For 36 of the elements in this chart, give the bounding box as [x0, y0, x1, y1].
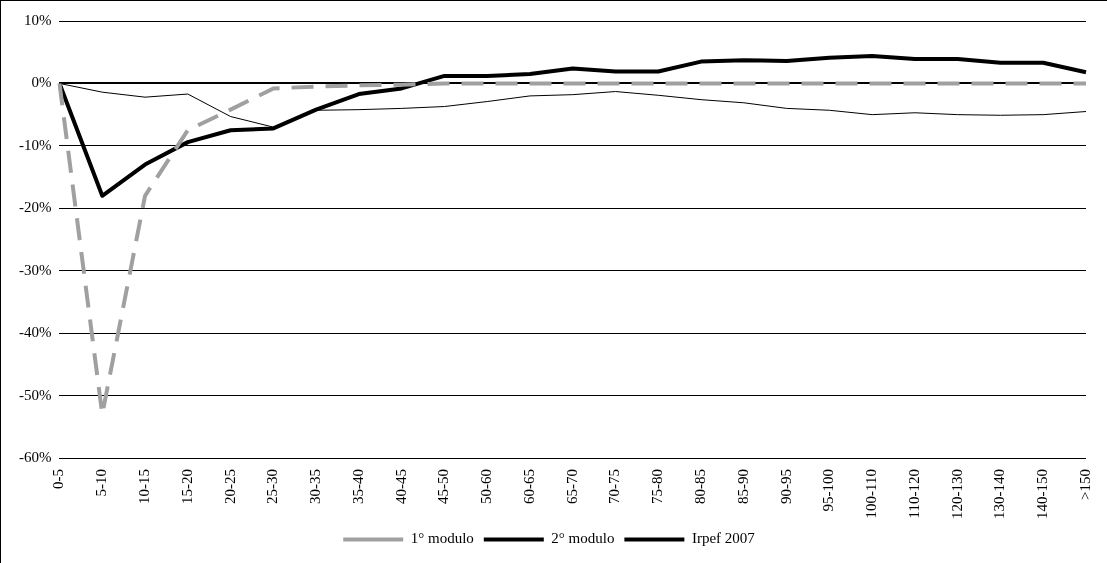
legend-label: 2° modulo [551, 530, 615, 547]
x-tick-label: 35-40 [349, 469, 366, 504]
x-tick-label: 50-60 [478, 469, 495, 504]
legend-label: Irpef 2007 [691, 530, 756, 547]
x-tick-label: 30-35 [307, 469, 324, 504]
x-tick-label: 140-150 [1034, 469, 1051, 519]
y-tick-label: -30% [18, 261, 52, 278]
x-tick-label: 15-20 [178, 469, 195, 504]
x-tick-label: 95-100 [820, 469, 837, 512]
x-tick-label: 25-30 [264, 469, 281, 504]
x-tick-label: 5-10 [93, 469, 110, 497]
x-tick-label: 65-70 [563, 469, 580, 504]
x-tick-label: 110-120 [905, 469, 922, 519]
x-tick-label: 0-5 [50, 469, 67, 489]
x-tick-label: 130-140 [991, 469, 1008, 519]
x-tick-label: 10-15 [135, 469, 152, 504]
y-tick-label: 10% [23, 11, 52, 28]
x-tick-label: 20-25 [221, 469, 238, 504]
y-tick-label: -40% [18, 324, 52, 341]
x-tick-label: 120-130 [948, 469, 965, 519]
x-tick-label: 90-95 [777, 469, 794, 504]
x-tick-label: 85-90 [734, 469, 751, 504]
y-tick-label: -50% [18, 386, 52, 403]
y-tick-label: -10% [18, 136, 52, 153]
x-tick-label: 100-110 [863, 469, 880, 519]
x-tick-label: 80-85 [692, 469, 708, 504]
x-tick-label: 40-45 [392, 469, 409, 504]
legend-label: 1° modulo [410, 530, 474, 547]
x-tick-label: 45-50 [435, 469, 452, 504]
y-tick-label: -60% [18, 448, 52, 465]
x-tick-label: 70-75 [606, 469, 623, 504]
y-tick-label: -20% [18, 199, 52, 216]
x-tick-label: 75-80 [649, 469, 666, 504]
x-tick-label: >150 [1076, 469, 1093, 500]
y-tick-label: 0% [31, 74, 52, 91]
x-tick-label: 60-65 [520, 469, 537, 504]
